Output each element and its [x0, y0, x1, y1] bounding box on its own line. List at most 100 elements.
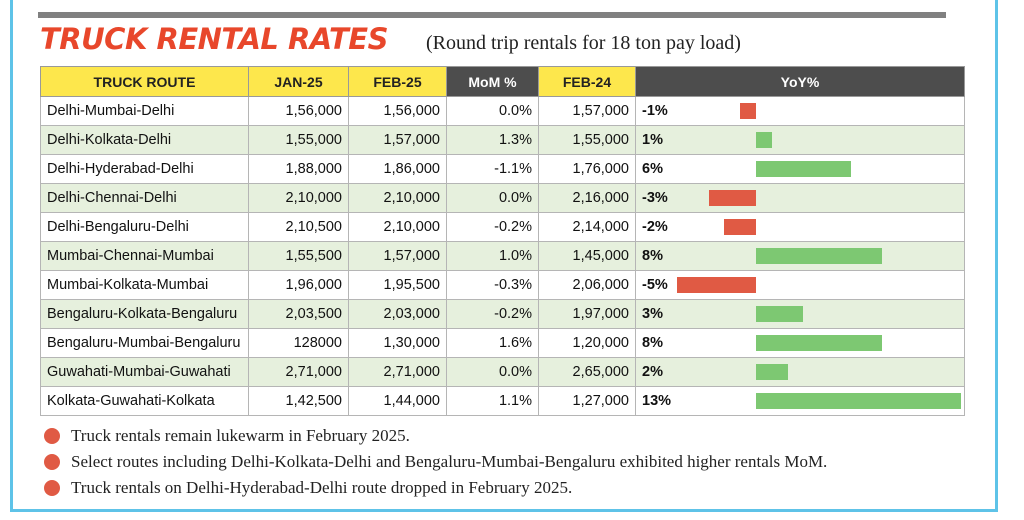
yoy-label: -2%: [642, 219, 668, 235]
top-rule: [38, 12, 946, 18]
jan25-cell: 128000: [248, 328, 349, 358]
jan25-cell: 2,10,500: [248, 212, 349, 242]
yoy-bar: [756, 393, 962, 409]
note-text: Truck rentals on Delhi-Hyderabad-Delhi r…: [71, 478, 573, 497]
column-header: MoM %: [446, 66, 539, 97]
yoy-bar: [677, 277, 756, 293]
feb25-cell: 1,95,500: [348, 270, 447, 300]
yoy-label: -1%: [642, 103, 668, 119]
route-cell: Mumbai-Kolkata-Mumbai: [40, 270, 249, 300]
yoy-cell: 2%: [635, 357, 965, 387]
feb24-cell: 1,55,000: [538, 125, 636, 155]
route-cell: Delhi-Chennai-Delhi: [40, 183, 249, 213]
yoy-bar: [756, 335, 883, 351]
route-cell: Delhi-Bengaluru-Delhi: [40, 212, 249, 242]
yoy-bar: [756, 161, 851, 177]
yoy-bar: [756, 248, 883, 264]
mom-cell: -0.3%: [446, 270, 539, 300]
jan25-cell: 2,03,500: [248, 299, 349, 329]
mom-cell: 1.3%: [446, 125, 539, 155]
note-text: Select routes including Delhi-Kolkata-De…: [71, 452, 828, 471]
bullet-icon: [44, 480, 60, 496]
column-header: FEB-24: [538, 66, 636, 97]
table-row: Guwahati-Mumbai-Guwahati 2,71,000 2,71,000…: [40, 357, 965, 387]
mom-cell: 0.0%: [446, 183, 539, 213]
yoy-cell: -5%: [635, 270, 965, 300]
column-header: JAN-25: [248, 66, 349, 97]
bullet-icon: [44, 454, 60, 470]
route-cell: Delhi-Kolkata-Delhi: [40, 125, 249, 155]
yoy-cell: 8%: [635, 241, 965, 271]
table-row: Mumbai-Chennai-Mumbai 1,55,500 1,57,000 1.0…: [40, 241, 965, 271]
route-cell: Delhi-Mumbai-Delhi: [40, 96, 249, 126]
yoy-cell: 6%: [635, 154, 965, 184]
column-header: FEB-25: [348, 66, 447, 97]
yoy-bar: [724, 219, 756, 235]
mom-cell: -1.1%: [446, 154, 539, 184]
yoy-bar: [756, 306, 804, 322]
route-cell: Bengaluru-Mumbai-Bengaluru: [40, 328, 249, 358]
feb25-cell: 1,57,000: [348, 125, 447, 155]
yoy-cell: 1%: [635, 125, 965, 155]
yoy-cell: 3%: [635, 299, 965, 329]
feb24-cell: 1,57,000: [538, 96, 636, 126]
yoy-label: 8%: [642, 335, 663, 351]
feb24-cell: 1,45,000: [538, 241, 636, 271]
column-header: YoY%: [635, 66, 965, 97]
mom-cell: 0.0%: [446, 96, 539, 126]
feb25-cell: 1,86,000: [348, 154, 447, 184]
feb24-cell: 2,06,000: [538, 270, 636, 300]
jan25-cell: 2,10,000: [248, 183, 349, 213]
feb25-cell: 1,57,000: [348, 241, 447, 271]
mom-cell: 1.0%: [446, 241, 539, 271]
feb25-cell: 1,44,000: [348, 386, 447, 416]
feb25-cell: 1,56,000: [348, 96, 447, 126]
yoy-cell: 13%: [635, 386, 965, 416]
table-row: Bengaluru-Kolkata-Bengaluru 2,03,500 2,03,…: [40, 299, 965, 329]
feb24-cell: 1,76,000: [538, 154, 636, 184]
table-row: Bengaluru-Mumbai-Bengaluru 128000 1,30,000…: [40, 328, 965, 358]
table-row: Delhi-Hyderabad-Delhi 1,88,000 1,86,000 -1.…: [40, 154, 965, 184]
yoy-label: 3%: [642, 306, 663, 322]
yoy-label: 1%: [642, 132, 663, 148]
yoy-cell: 8%: [635, 328, 965, 358]
chart-title: TRUCK RENTAL RATES: [40, 22, 388, 56]
table-row: Kolkata-Guwahati-Kolkata 1,42,500 1,44,000…: [40, 386, 965, 416]
rental-rates-table: TRUCK ROUTE JAN-25 FEB-25 MoM % FEB-24 Y…: [40, 66, 965, 416]
feb24-cell: 2,14,000: [538, 212, 636, 242]
feb24-cell: 1,27,000: [538, 386, 636, 416]
chart-subtitle: (Round trip rentals for 18 ton pay load): [426, 32, 741, 54]
feb24-cell: 1,20,000: [538, 328, 636, 358]
route-cell: Bengaluru-Kolkata-Bengaluru: [40, 299, 249, 329]
feb25-cell: 1,30,000: [348, 328, 447, 358]
feb24-cell: 2,65,000: [538, 357, 636, 387]
yoy-bar: [756, 364, 788, 380]
jan25-cell: 1,88,000: [248, 154, 349, 184]
yoy-cell: -1%: [635, 96, 965, 126]
yoy-label: -5%: [642, 277, 668, 293]
feb25-cell: 2,71,000: [348, 357, 447, 387]
mom-cell: -0.2%: [446, 299, 539, 329]
route-cell: Delhi-Hyderabad-Delhi: [40, 154, 249, 184]
table-row: Delhi-Chennai-Delhi 2,10,000 2,10,000 0.0% 2…: [40, 183, 965, 213]
yoy-label: 2%: [642, 364, 663, 380]
jan25-cell: 1,55,500: [248, 241, 349, 271]
mom-cell: 0.0%: [446, 357, 539, 387]
feb24-cell: 1,97,000: [538, 299, 636, 329]
table-row: Mumbai-Kolkata-Mumbai 1,96,000 1,95,500 -0.…: [40, 270, 965, 300]
route-cell: Kolkata-Guwahati-Kolkata: [40, 386, 249, 416]
yoy-bar: [708, 190, 756, 206]
feb25-cell: 2,10,000: [348, 212, 447, 242]
mom-cell: -0.2%: [446, 212, 539, 242]
jan25-cell: 1,56,000: [248, 96, 349, 126]
bullet-icon: [44, 428, 60, 444]
yoy-label: 13%: [642, 393, 672, 409]
yoy-cell: -3%: [635, 183, 965, 213]
feb25-cell: 2,10,000: [348, 183, 447, 213]
table-row: Delhi-Kolkata-Delhi 1,55,000 1,57,000 1.3% 1…: [40, 125, 965, 155]
feb25-cell: 2,03,000: [348, 299, 447, 329]
yoy-bar: [740, 103, 756, 119]
jan25-cell: 1,42,500: [248, 386, 349, 416]
jan25-cell: 2,71,000: [248, 357, 349, 387]
table-header-row: TRUCK ROUTE JAN-25 FEB-25 MoM % FEB-24 Y…: [40, 66, 965, 97]
